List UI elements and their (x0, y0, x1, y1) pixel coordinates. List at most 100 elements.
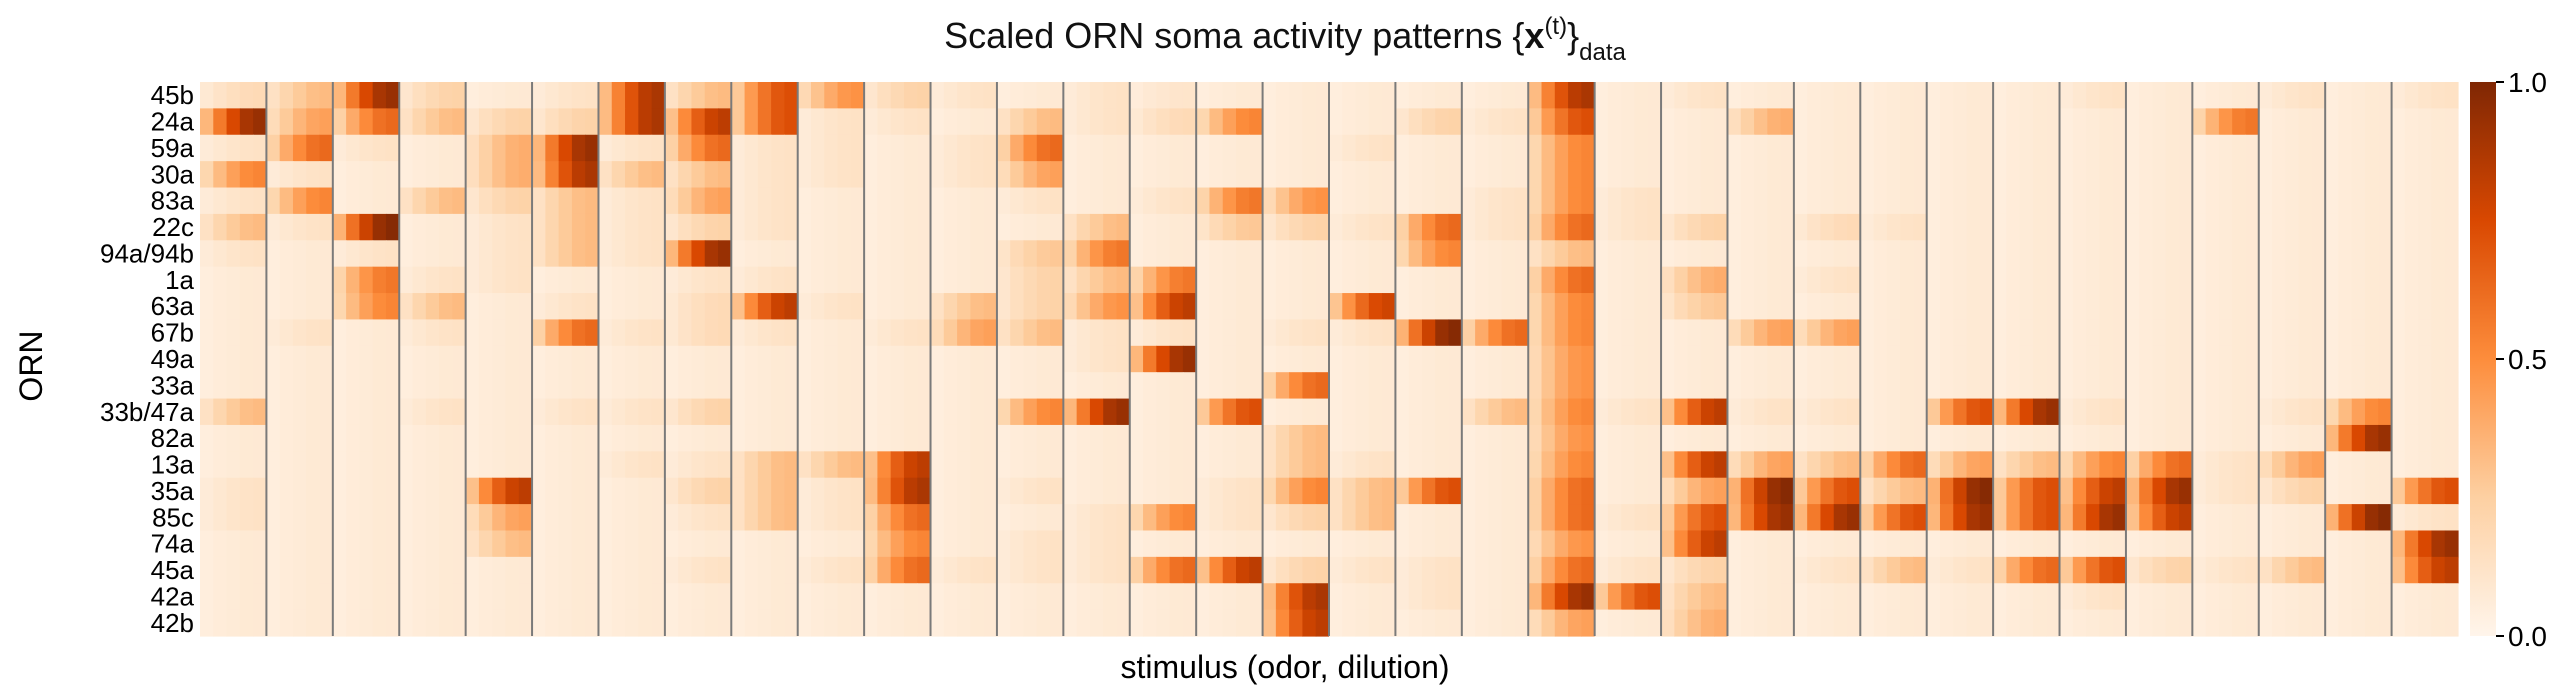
heatmap-cell (651, 187, 666, 215)
heatmap-cell (996, 609, 1011, 637)
heatmap-cell (1860, 108, 1875, 136)
heatmap-cell (784, 345, 799, 373)
heatmap-cell (797, 161, 812, 189)
heatmap-cell (1262, 398, 1277, 426)
heatmap-cell (1382, 240, 1397, 268)
heatmap-cell (1900, 240, 1915, 268)
heatmap-cell (1926, 451, 1941, 479)
heatmap-cell (492, 319, 507, 347)
heatmap-cell (1727, 240, 1742, 268)
heatmap-cell (1222, 319, 1237, 347)
heatmap-cell (2139, 266, 2154, 294)
heatmap-cell (1129, 240, 1144, 268)
heatmap-cell (2032, 240, 2047, 268)
heatmap-cell (1634, 477, 1649, 505)
heatmap-cell (1488, 556, 1503, 584)
heatmap-cell (2059, 504, 2074, 532)
heatmap-cell (1236, 556, 1250, 584)
heatmap-cell (1342, 134, 1357, 162)
heatmap-cell (664, 319, 679, 347)
heatmap-cell (2139, 583, 2154, 611)
heatmap-cell (2272, 345, 2286, 373)
heatmap-cell (1913, 556, 1928, 584)
heatmap-cell (664, 530, 679, 558)
heatmap-cell (691, 609, 706, 637)
heatmap-cell (2245, 213, 2260, 241)
heatmap-cell (1448, 82, 1463, 109)
heatmap-cell (558, 372, 573, 400)
heatmap-cell (1700, 134, 1715, 162)
heatmap-cell (1355, 213, 1370, 241)
heatmap-cell (306, 530, 321, 558)
heatmap-cell (2404, 372, 2419, 400)
heatmap-cell (2365, 161, 2379, 189)
heatmap-cell (1236, 187, 1250, 215)
heatmap-cell (1674, 108, 1689, 136)
heatmap-cell (1461, 134, 1476, 162)
heatmap-cell (1196, 293, 1211, 321)
heatmap-cell (2365, 609, 2379, 637)
heatmap-cell (903, 345, 918, 373)
heatmap-cell (598, 161, 613, 189)
heatmap-cell (930, 161, 945, 189)
heatmap-cell (2232, 424, 2247, 452)
heatmap-cell (1355, 293, 1370, 321)
heatmap-cell (465, 609, 480, 637)
heatmap-cell (1926, 108, 1941, 136)
heatmap-cell (1727, 609, 1742, 637)
heatmap-cell (1554, 82, 1569, 109)
heatmap-cell (1833, 372, 1848, 400)
heatmap-cell (1209, 424, 1224, 452)
heatmap-cell (545, 556, 560, 584)
heatmap-cell (1395, 451, 1410, 479)
heatmap-cell (757, 134, 772, 162)
heatmap-cell (890, 161, 905, 189)
heatmap-cell (518, 556, 533, 584)
heatmap-cell (1023, 504, 1038, 532)
heatmap-cell (2205, 609, 2220, 637)
heatmap-cell (372, 108, 387, 136)
row-label: 94a/94b (100, 238, 194, 268)
heatmap-cell (2404, 477, 2419, 505)
heatmap-cell (2019, 530, 2034, 558)
heatmap-cell (2311, 187, 2326, 215)
heatmap-cell (492, 609, 507, 637)
heatmap-cell (1607, 161, 1622, 189)
heatmap-cell (239, 82, 254, 109)
heatmap-cell (2444, 345, 2459, 373)
heatmap-cell (1329, 424, 1343, 452)
heatmap-cell (2232, 213, 2247, 241)
heatmap-cell (1820, 398, 1835, 426)
heatmap-cell (2378, 82, 2393, 109)
heatmap-cell (359, 161, 374, 189)
heatmap-cell (2125, 424, 2140, 452)
row-labels: 45b24a59a30a83a22c94a/94b1a63a67b49a33a3… (100, 80, 195, 638)
heatmap-cell (585, 556, 600, 584)
heatmap-cell (1979, 504, 1994, 532)
heatmap-cell (2258, 187, 2273, 215)
heatmap-cell (651, 161, 666, 189)
heatmap-cell (970, 556, 985, 584)
heatmap-cell (744, 398, 759, 426)
heatmap-cell (412, 556, 427, 584)
heatmap-cell (1302, 477, 1317, 505)
heatmap-cell (943, 398, 958, 426)
heatmap-cell (651, 556, 666, 584)
heatmap-cell (385, 187, 400, 215)
heatmap-cell (332, 161, 347, 189)
heatmap-cell (266, 556, 281, 584)
heatmap-cell (545, 108, 560, 136)
row-label: 45b (151, 80, 194, 110)
heatmap-cell (2192, 583, 2207, 611)
heatmap-cell (200, 504, 214, 532)
heatmap-cell (1993, 609, 2007, 637)
heatmap-cell (2019, 477, 2034, 505)
heatmap-cell (399, 583, 414, 611)
heatmap-cell (1939, 266, 1954, 294)
heatmap-cell (2112, 108, 2127, 136)
heatmap-cell (1740, 240, 1755, 268)
heatmap-cell (664, 161, 679, 189)
heatmap-cell (1554, 134, 1569, 162)
heatmap-cell (2152, 424, 2167, 452)
heatmap-cell (1329, 609, 1343, 637)
